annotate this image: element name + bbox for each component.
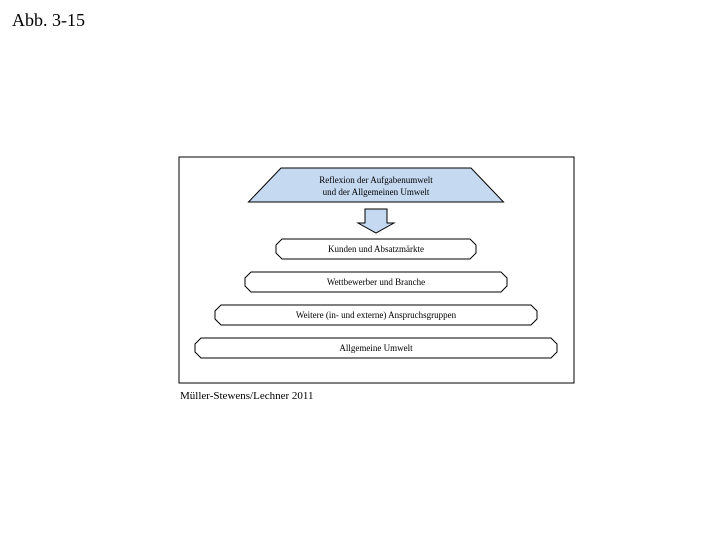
level-label: Allgemeine Umwelt — [339, 343, 413, 353]
level-label: Kunden und Absatzmärkte — [328, 244, 424, 254]
trapezoid-line1: Reflexion der Aufgabenumwelt — [319, 175, 433, 185]
level-label: Wettbewerber und Branche — [327, 277, 425, 287]
diagram-svg: Reflexion der Aufgabenumwelt und der Allg… — [0, 0, 720, 540]
down-arrow — [358, 209, 394, 233]
level-label: Weitere (in- und externe) Anspruchsgrupp… — [296, 310, 457, 320]
trapezoid-line2: und der Allgemeinen Umwelt — [323, 187, 430, 197]
citation-text: Müller-Stewens/Lechner 2011 — [180, 390, 313, 402]
